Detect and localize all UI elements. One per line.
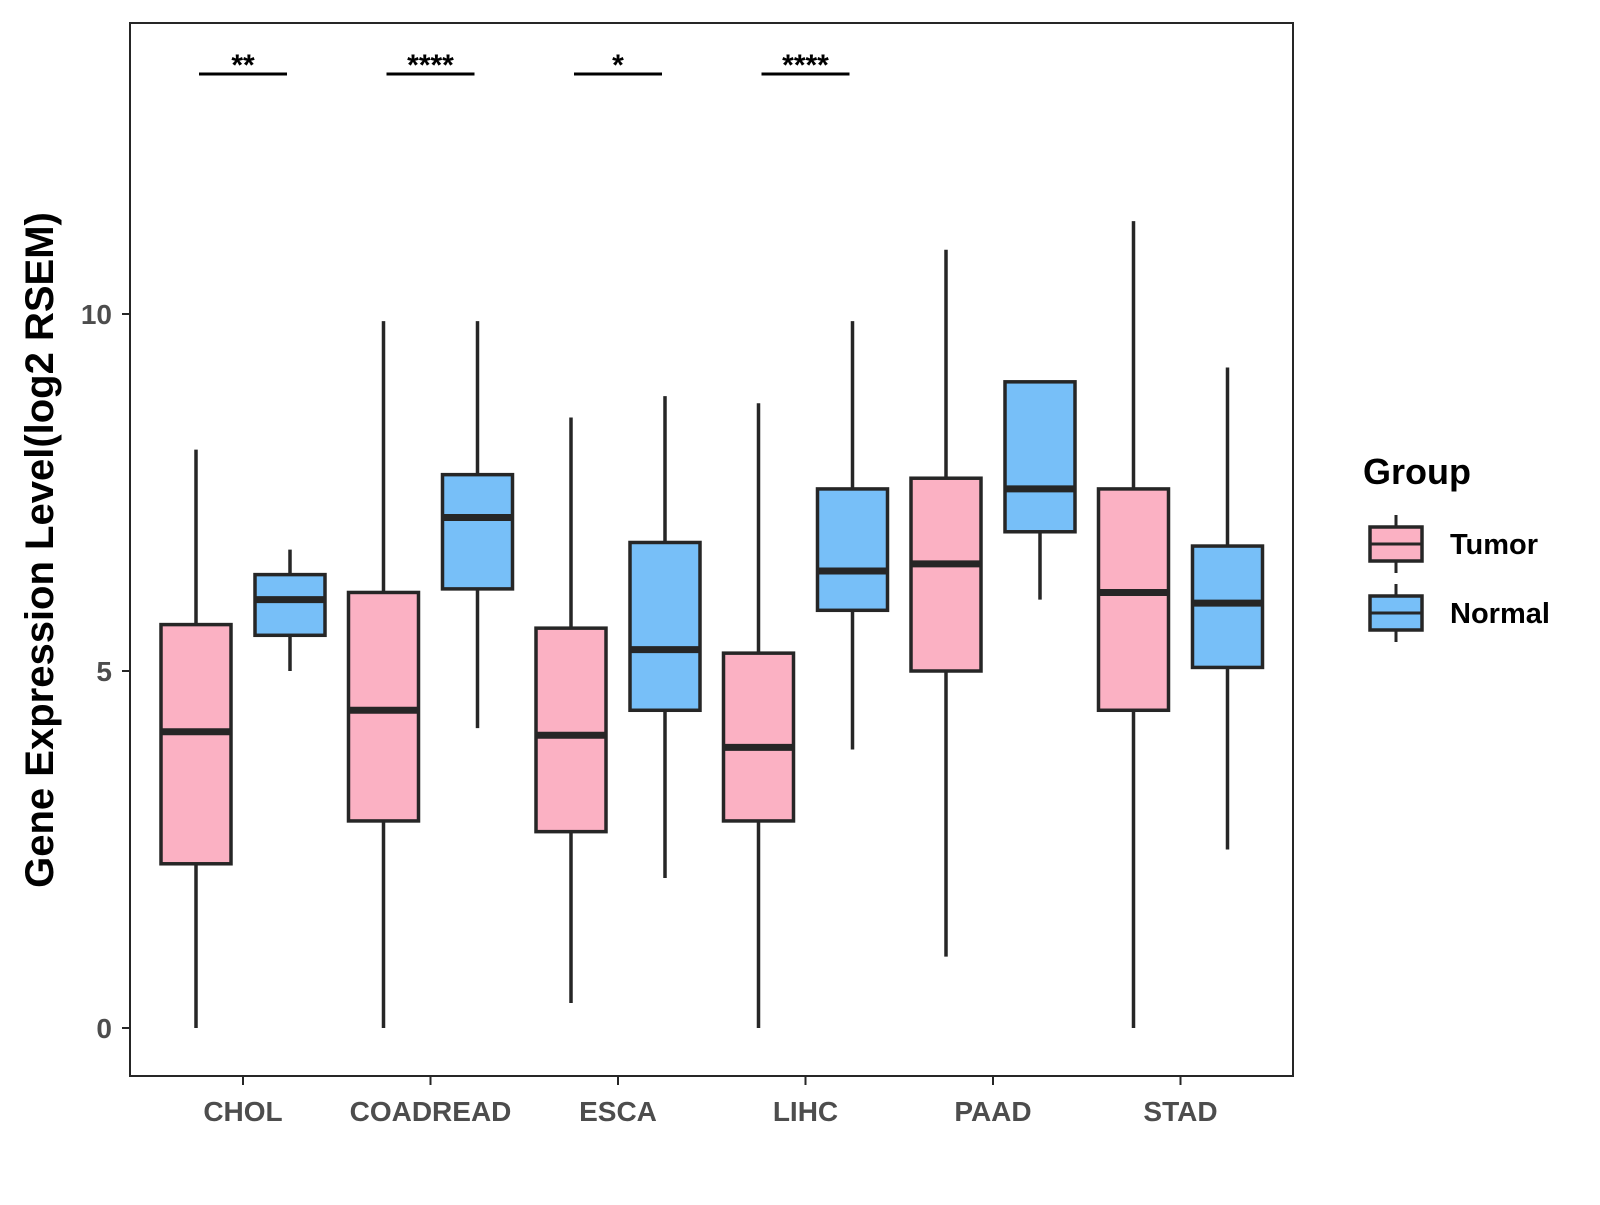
box-body: [1096, 487, 1171, 713]
x-tick-label: PAAD: [954, 1096, 1031, 1127]
box-tumor-paad: [909, 249, 983, 957]
box-tumor-esca: [534, 417, 608, 1004]
significance-chol: **: [199, 49, 287, 82]
x-tick-label: CHOL: [203, 1096, 282, 1127]
y-tick-label: 10: [81, 299, 112, 330]
x-tick-label: COADREAD: [350, 1096, 512, 1127]
box-normal-stad: [1190, 367, 1265, 850]
box-body: [909, 476, 983, 673]
legend-item-tumor: Tumor: [1368, 515, 1538, 573]
box-tumor-stad: [1096, 221, 1171, 1028]
x-tick-label: LIHC: [773, 1096, 838, 1127]
box-body: [628, 540, 702, 713]
y-axis-title: Gene Expression Level(log2 RSEM): [18, 212, 62, 888]
y-tick-label: 0: [96, 1013, 112, 1044]
box-body: [440, 472, 515, 591]
x-tick-label: ESCA: [579, 1096, 657, 1127]
significance-label: **: [231, 49, 255, 82]
significance-label: ****: [407, 49, 454, 82]
legend-label: Tumor: [1450, 529, 1538, 561]
significance-annotations: ** **** * ****: [199, 49, 850, 82]
box-tumor-coadread: [346, 321, 421, 1028]
box-tumor-lihc: [721, 403, 796, 1028]
box-body: [815, 487, 890, 613]
box-body: [534, 626, 608, 834]
significance-label: ****: [782, 49, 829, 82]
legend: Group Tumor Normal: [1363, 451, 1550, 642]
box-body: [253, 572, 327, 638]
box-body: [346, 590, 421, 823]
box-normal-esca: [628, 396, 702, 879]
box-normal-paad: [1003, 380, 1077, 600]
legend-title: Group: [1363, 451, 1471, 492]
significance-esca: *: [574, 49, 662, 82]
box-normal-coadread: [440, 321, 515, 729]
box-normal-chol: [253, 549, 327, 671]
box-body: [1003, 380, 1077, 534]
boxes: [159, 221, 1265, 1028]
box-normal-lihc: [815, 321, 890, 750]
box-body: [159, 622, 233, 866]
significance-label: *: [612, 49, 624, 82]
y-tick-label: 5: [96, 656, 112, 687]
box-body: [1190, 544, 1265, 670]
box-tumor-chol: [159, 449, 233, 1028]
significance-coadread: ****: [386, 49, 475, 82]
x-tick-label: STAD: [1143, 1096, 1217, 1127]
box-body: [721, 651, 796, 823]
legend-label: Normal: [1450, 598, 1550, 630]
significance-lihc: ****: [761, 49, 850, 82]
axes: 0 5 10 CHOL COADREAD ESCA LIHC PAAD STAD: [81, 299, 1218, 1127]
legend-item-normal: Normal: [1368, 584, 1550, 642]
